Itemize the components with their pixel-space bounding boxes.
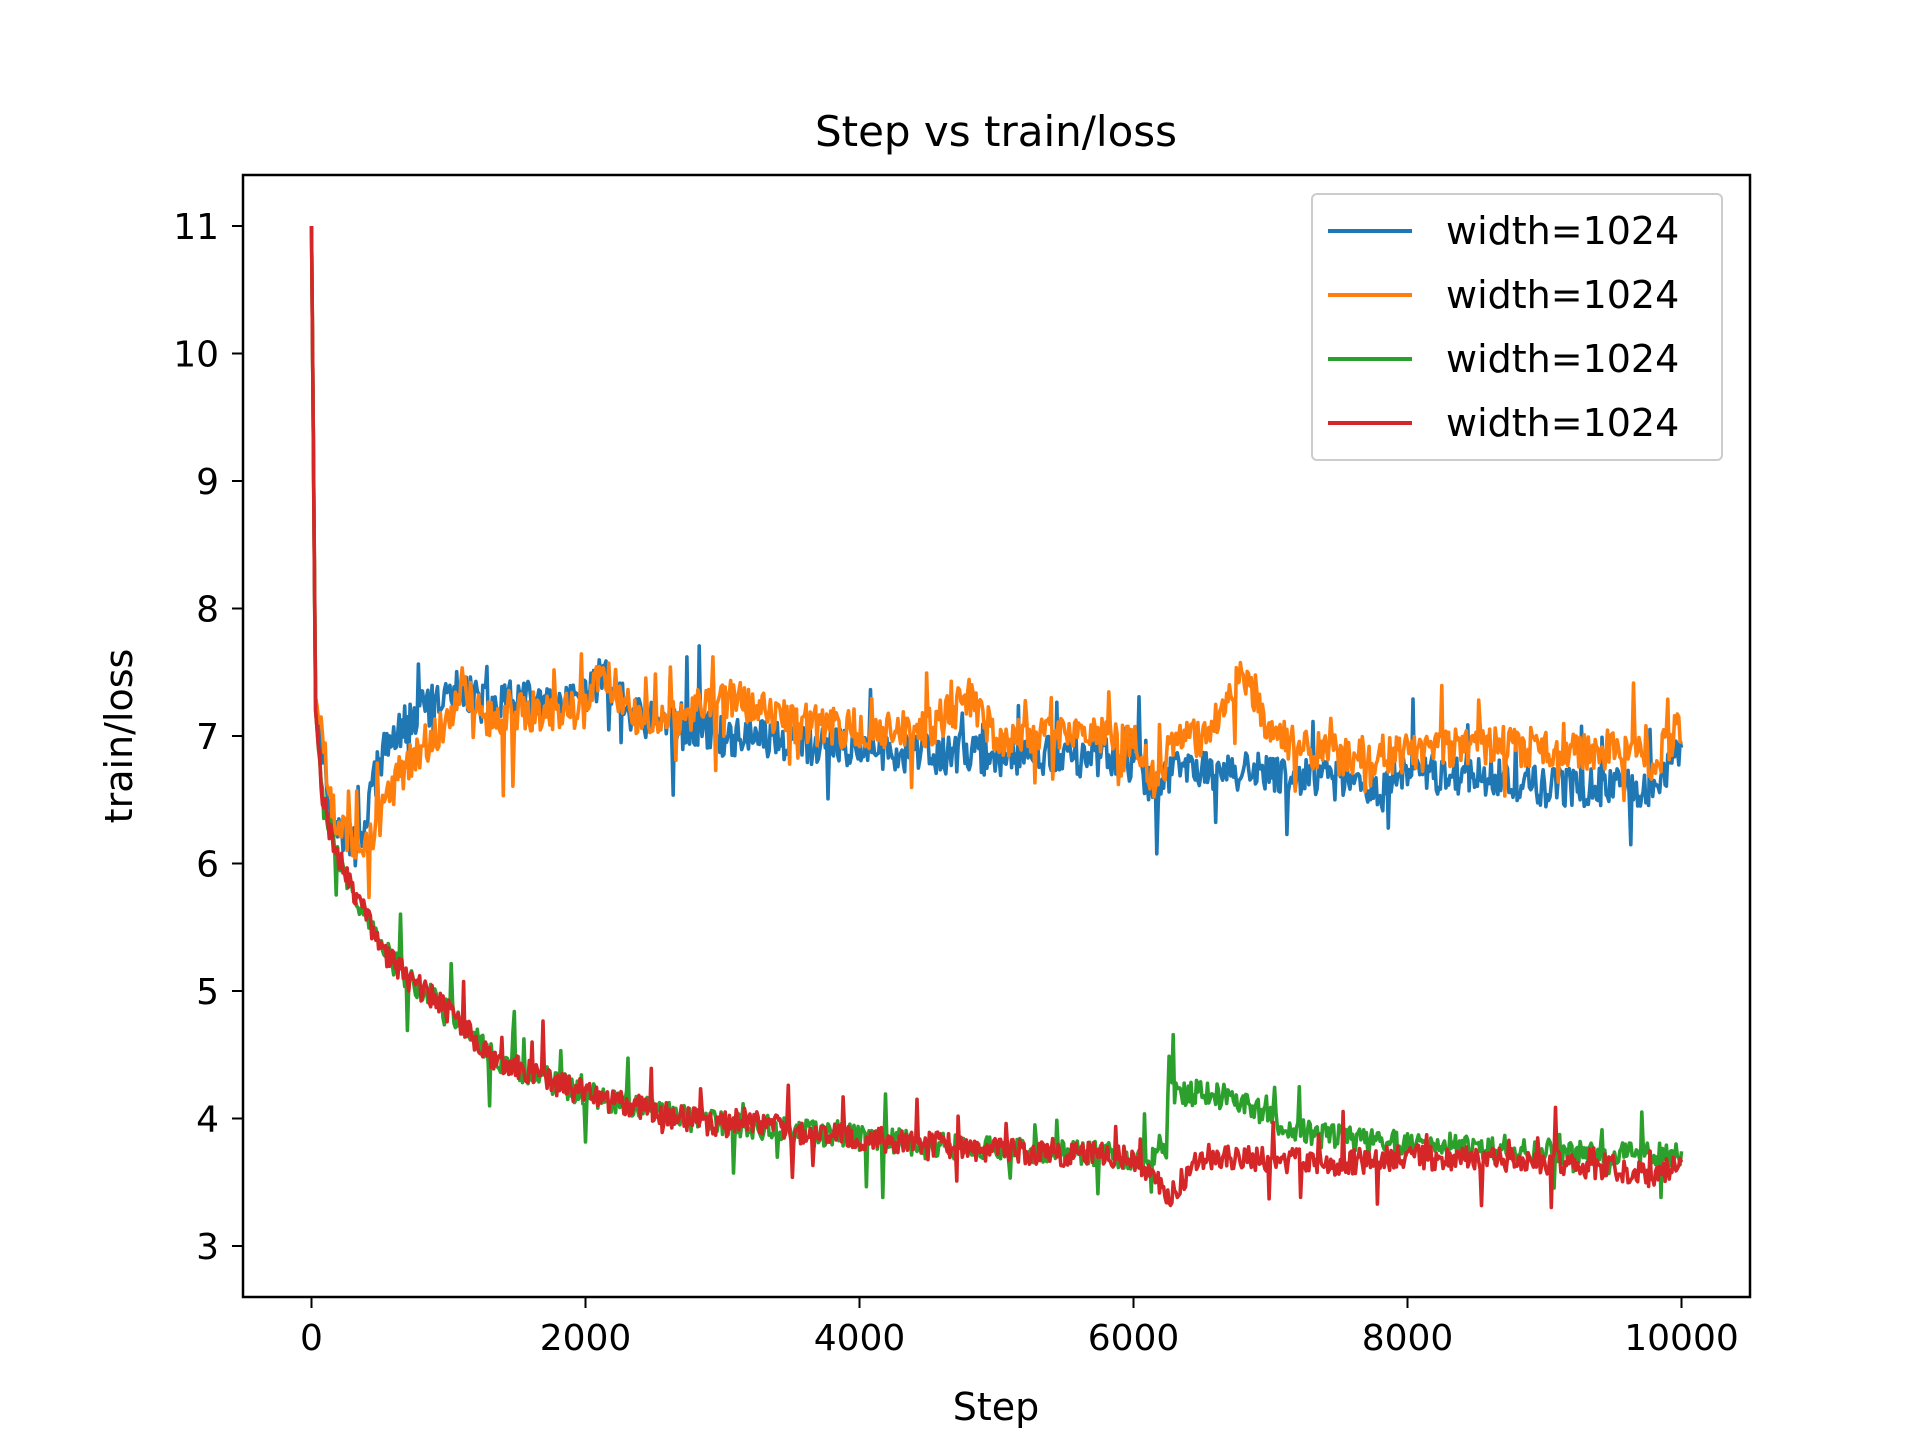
plot-area [241,173,1752,1299]
legend-label-1: width=1024 [1446,209,1679,253]
legend: width=1024 width=1024 width=1024 width=1024 [1311,193,1723,461]
y-tick-label: 6 [196,845,219,886]
x-tick-label: 6000 [1088,1318,1180,1359]
series-line-2 [309,225,1684,900]
y-tick-label: 9 [196,462,219,503]
y-axis-label: train/loss [97,649,141,824]
y-tick-label: 11 [173,207,219,248]
legend-label-3: width=1024 [1446,337,1679,381]
y-tick-label: 10 [173,335,219,376]
series-line-1 [309,225,1684,868]
y-axis: 3 4 5 6 7 8 9 10 11 [173,207,243,1268]
legend-box [1311,193,1723,461]
y-tick-label: 7 [196,717,219,758]
x-axis-label: Step [953,1385,1040,1429]
series-line-4 [309,225,1684,1210]
series-layer [309,225,1684,1210]
x-tick-label: 8000 [1362,1318,1454,1359]
legend-label-2: width=1024 [1446,273,1679,317]
y-tick-label: 8 [196,590,219,631]
y-tick-label: 3 [196,1227,219,1268]
y-tick-label: 5 [196,972,219,1013]
x-tick-label: 0 [300,1318,323,1359]
x-axis: 0 2000 4000 6000 8000 10000 [300,1297,1739,1359]
x-tick-label: 10000 [1624,1318,1739,1359]
x-tick-label: 4000 [814,1318,906,1359]
x-tick-label: 2000 [540,1318,632,1359]
y-tick-label: 4 [196,1100,219,1141]
chart-title: Step vs train/loss [815,107,1177,156]
legend-label-4: width=1024 [1446,401,1679,445]
